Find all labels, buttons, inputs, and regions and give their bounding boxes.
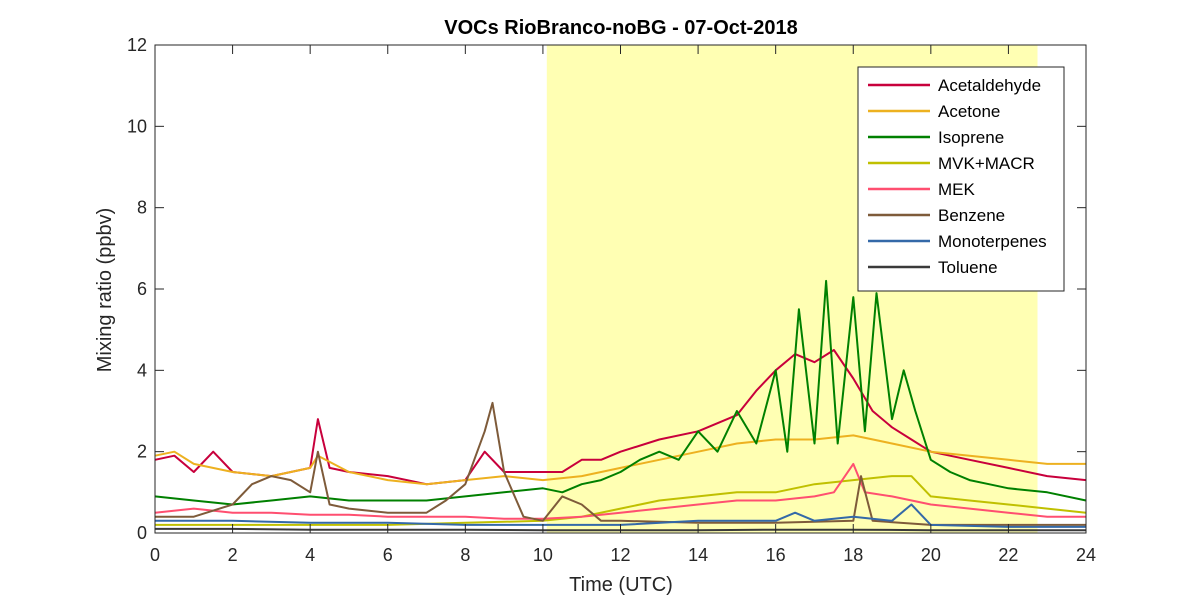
legend: Acetaldehyde Acetone Isoprene MVK+MACR MEK Be… — [857, 66, 1065, 292]
y-tick-label: 10 — [127, 116, 147, 136]
legend-label: Acetone — [938, 102, 1000, 121]
legend-label: Monoterpenes — [938, 232, 1047, 251]
y-tick-label: 6 — [137, 279, 147, 299]
series-line-5 — [154, 462, 1086, 520]
y-tick-label: 8 — [137, 198, 147, 218]
x-tick-label: 20 — [921, 545, 941, 565]
x-tick-label: 14 — [688, 545, 708, 565]
y-tick-label: 4 — [137, 360, 147, 380]
x-tick-label: 4 — [305, 545, 315, 565]
legend-label: MEK — [938, 180, 976, 199]
series-line-7 — [155, 503, 1086, 528]
x-tick-label: 6 — [383, 545, 393, 565]
legend-box — [857, 66, 1065, 292]
legend-label: Benzene — [938, 206, 1005, 225]
x-axis-label: Time (UTC) — [569, 574, 673, 596]
legend-label: Isoprene — [938, 128, 1004, 147]
legend-label: MVK+MACR — [938, 154, 1035, 173]
y-tick-label: 0 — [137, 523, 147, 543]
series-line-2 — [154, 434, 1086, 486]
legend-label: Toluene — [938, 258, 998, 277]
series-line-3 — [154, 279, 1087, 506]
x-tick-label: 2 — [228, 545, 238, 565]
x-tick-label: 12 — [610, 545, 630, 565]
y-tick-label: 12 — [127, 35, 147, 55]
y-axis-label: Mixing ratio (ppbv) — [94, 208, 116, 373]
x-tick-label: 10 — [533, 545, 553, 565]
x-tick-label: 16 — [766, 545, 786, 565]
chart-title: VOCs RioBranco-noBG - 07-Oct-2018 — [444, 17, 797, 39]
x-tick-label: 22 — [998, 545, 1018, 565]
series-line-6 — [155, 401, 1086, 526]
x-tick-label: 18 — [843, 545, 863, 565]
x-tick-label: 24 — [1076, 545, 1096, 565]
y-tick-label: 2 — [137, 442, 147, 462]
x-tick-label: 0 — [150, 545, 160, 565]
legend-label: Acetaldehyde — [938, 76, 1041, 95]
x-tick-label: 8 — [460, 545, 470, 565]
